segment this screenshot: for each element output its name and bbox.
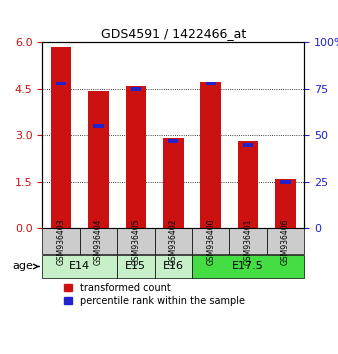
Bar: [280, 180, 291, 184]
Legend: transformed count, percentile rank within the sample: transformed count, percentile rank withi…: [60, 279, 248, 310]
Bar: [93, 124, 103, 128]
Text: GSM936403: GSM936403: [56, 218, 66, 265]
FancyBboxPatch shape: [154, 228, 192, 254]
FancyBboxPatch shape: [80, 228, 117, 254]
Text: E17.5: E17.5: [232, 262, 264, 272]
Bar: [243, 143, 253, 147]
Bar: [238, 141, 258, 228]
FancyBboxPatch shape: [192, 255, 304, 278]
Text: E16: E16: [163, 262, 184, 272]
Bar: [88, 91, 109, 228]
FancyBboxPatch shape: [192, 228, 230, 254]
FancyBboxPatch shape: [267, 228, 304, 254]
Bar: [200, 82, 221, 228]
FancyBboxPatch shape: [117, 228, 154, 254]
Text: age: age: [12, 262, 39, 272]
Title: GDS4591 / 1422466_at: GDS4591 / 1422466_at: [101, 27, 246, 40]
FancyBboxPatch shape: [230, 228, 267, 254]
Text: E15: E15: [125, 262, 146, 272]
FancyBboxPatch shape: [42, 255, 117, 278]
FancyBboxPatch shape: [154, 255, 192, 278]
FancyBboxPatch shape: [42, 228, 80, 254]
Bar: [275, 179, 296, 228]
Text: GSM936402: GSM936402: [169, 218, 178, 265]
Bar: [206, 81, 216, 85]
Text: GSM936401: GSM936401: [244, 218, 252, 265]
Text: GSM936404: GSM936404: [94, 218, 103, 265]
Text: E14: E14: [69, 262, 90, 272]
Bar: [125, 86, 146, 228]
FancyBboxPatch shape: [117, 255, 154, 278]
Bar: [56, 81, 66, 85]
Bar: [131, 87, 141, 91]
Bar: [168, 139, 178, 143]
Text: GSM936400: GSM936400: [206, 218, 215, 265]
Bar: [163, 138, 184, 228]
Text: GSM936405: GSM936405: [131, 218, 140, 265]
Text: GSM936406: GSM936406: [281, 218, 290, 265]
Bar: [51, 47, 71, 228]
